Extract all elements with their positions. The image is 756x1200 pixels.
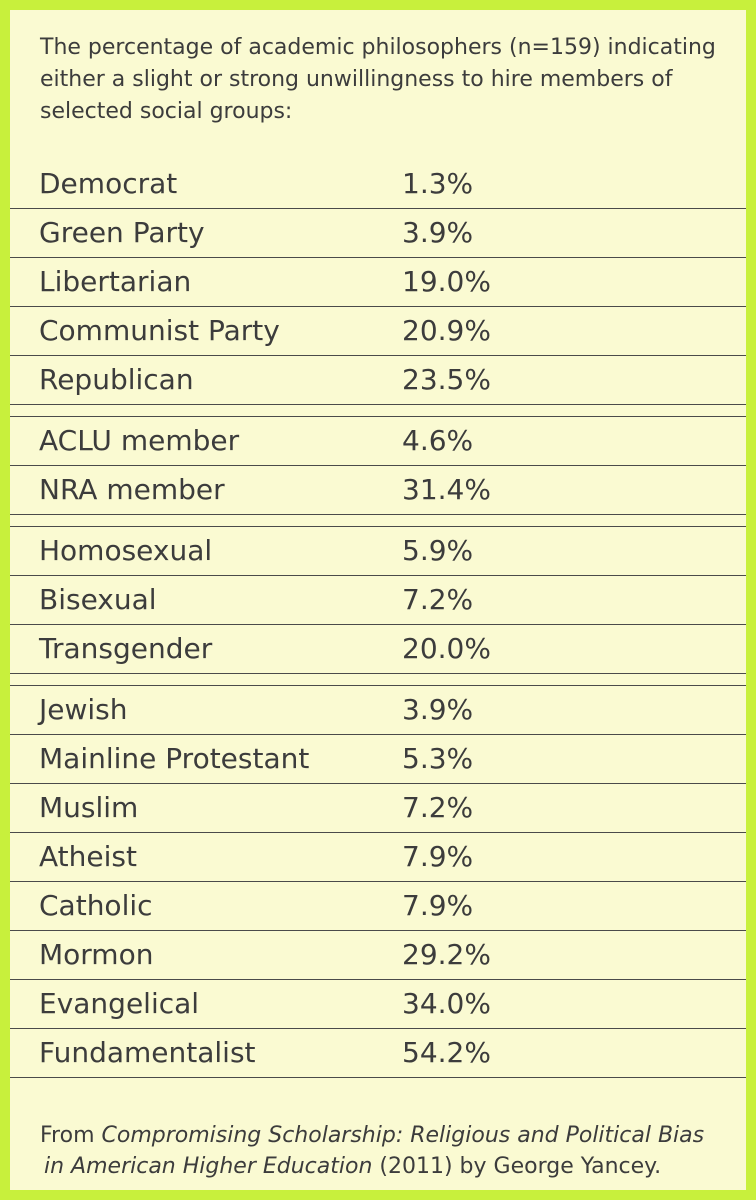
table-row: Bisexual 7.2% xyxy=(10,576,746,624)
table-row: Libertarian 19.0% xyxy=(10,258,746,306)
row-divider xyxy=(10,783,746,784)
percentage-value: 3.9% xyxy=(402,216,474,249)
percentage-value: 20.0% xyxy=(402,632,491,665)
percentage-value: 54.2% xyxy=(402,1036,491,1069)
group-label: ACLU member xyxy=(39,424,240,457)
percentage-value: 7.9% xyxy=(402,840,474,873)
percentage-value: 5.3% xyxy=(402,742,474,775)
table-row: Muslim 7.2% xyxy=(10,784,746,832)
group-divider xyxy=(10,526,746,527)
table-caption: The percentage of academic philosophers … xyxy=(40,35,716,124)
group-label: Bisexual xyxy=(39,583,157,616)
table-row: Communist Party 20.9% xyxy=(10,307,746,355)
group-label: Republican xyxy=(39,363,194,396)
percentage-value: 20.9% xyxy=(402,314,491,347)
percentage-value: 34.0% xyxy=(402,987,491,1020)
row-divider xyxy=(10,624,746,625)
row-divider xyxy=(10,355,746,356)
row-divider xyxy=(10,1077,746,1078)
percentage-value: 19.0% xyxy=(402,265,491,298)
citation-prefix: From xyxy=(40,1123,102,1148)
row-divider xyxy=(10,404,746,405)
table-row: Republican 23.5% xyxy=(10,356,746,404)
percentage-value: 1.3% xyxy=(402,167,474,200)
percentage-value: 29.2% xyxy=(402,938,491,971)
row-divider xyxy=(10,208,746,209)
table-row: Democrat 1.3% xyxy=(10,160,746,208)
group-label: Mormon xyxy=(39,938,154,971)
row-divider xyxy=(10,1028,746,1029)
percentage-value: 23.5% xyxy=(402,363,491,396)
source-citation: From Compromising Scholarship: Religious… xyxy=(40,1120,740,1182)
row-divider xyxy=(10,930,746,931)
percentage-value: 4.6% xyxy=(402,424,474,457)
percentage-value: 3.9% xyxy=(402,693,474,726)
group-label: Libertarian xyxy=(39,265,192,298)
citation-line-1: From Compromising Scholarship: Religious… xyxy=(40,1120,740,1151)
group-label: Fundamentalist xyxy=(39,1036,256,1069)
group-label: Democrat xyxy=(39,167,178,200)
table-row: NRA member 31.4% xyxy=(10,466,746,514)
citation-book-title-part-2: in American Higher Education xyxy=(44,1154,373,1179)
table-row: Atheist 7.9% xyxy=(10,833,746,881)
row-divider xyxy=(10,575,746,576)
table-row: Catholic 7.9% xyxy=(10,882,746,930)
citation-line-2: in American Higher Education (2011) by G… xyxy=(40,1151,740,1182)
group-label: Jewish xyxy=(39,693,128,726)
group-label: Transgender xyxy=(39,632,213,665)
percentage-value: 7.9% xyxy=(402,889,474,922)
percentage-value: 31.4% xyxy=(402,473,491,506)
table-row: Green Party 3.9% xyxy=(10,209,746,257)
group-label: Communist Party xyxy=(39,314,280,347)
table-row: Evangelical 34.0% xyxy=(10,980,746,1028)
citation-suffix: (2011) by George Yancey. xyxy=(372,1154,662,1179)
row-divider xyxy=(10,257,746,258)
group-label: Mainline Protestant xyxy=(39,742,310,775)
group-label: NRA member xyxy=(39,473,225,506)
group-label: Evangelical xyxy=(39,987,200,1020)
table-row: ACLU member 4.6% xyxy=(10,417,746,465)
row-divider xyxy=(10,734,746,735)
group-divider xyxy=(10,685,746,686)
percentage-value: 7.2% xyxy=(402,791,474,824)
table-row: Mormon 29.2% xyxy=(10,931,746,979)
row-divider xyxy=(10,881,746,882)
citation-book-title-part-1: Compromising Scholarship: Religious and … xyxy=(101,1123,705,1148)
group-label: Atheist xyxy=(39,840,137,873)
percentage-value: 5.9% xyxy=(402,534,474,567)
table-row: Jewish 3.9% xyxy=(10,686,746,734)
table-row: Fundamentalist 54.2% xyxy=(10,1029,746,1077)
group-label: Muslim xyxy=(39,791,139,824)
group-label: Green Party xyxy=(39,216,205,249)
row-divider xyxy=(10,979,746,980)
row-divider xyxy=(10,465,746,466)
group-divider xyxy=(10,416,746,417)
row-divider xyxy=(10,514,746,515)
group-label: Catholic xyxy=(39,889,153,922)
table-row: Homosexual 5.9% xyxy=(10,527,746,575)
percentage-value: 7.2% xyxy=(402,583,474,616)
row-divider xyxy=(10,832,746,833)
row-divider xyxy=(10,306,746,307)
table-row: Transgender 20.0% xyxy=(10,625,746,673)
row-divider xyxy=(10,673,746,674)
table-row: Mainline Protestant 5.3% xyxy=(10,735,746,783)
group-label: Homosexual xyxy=(39,534,213,567)
